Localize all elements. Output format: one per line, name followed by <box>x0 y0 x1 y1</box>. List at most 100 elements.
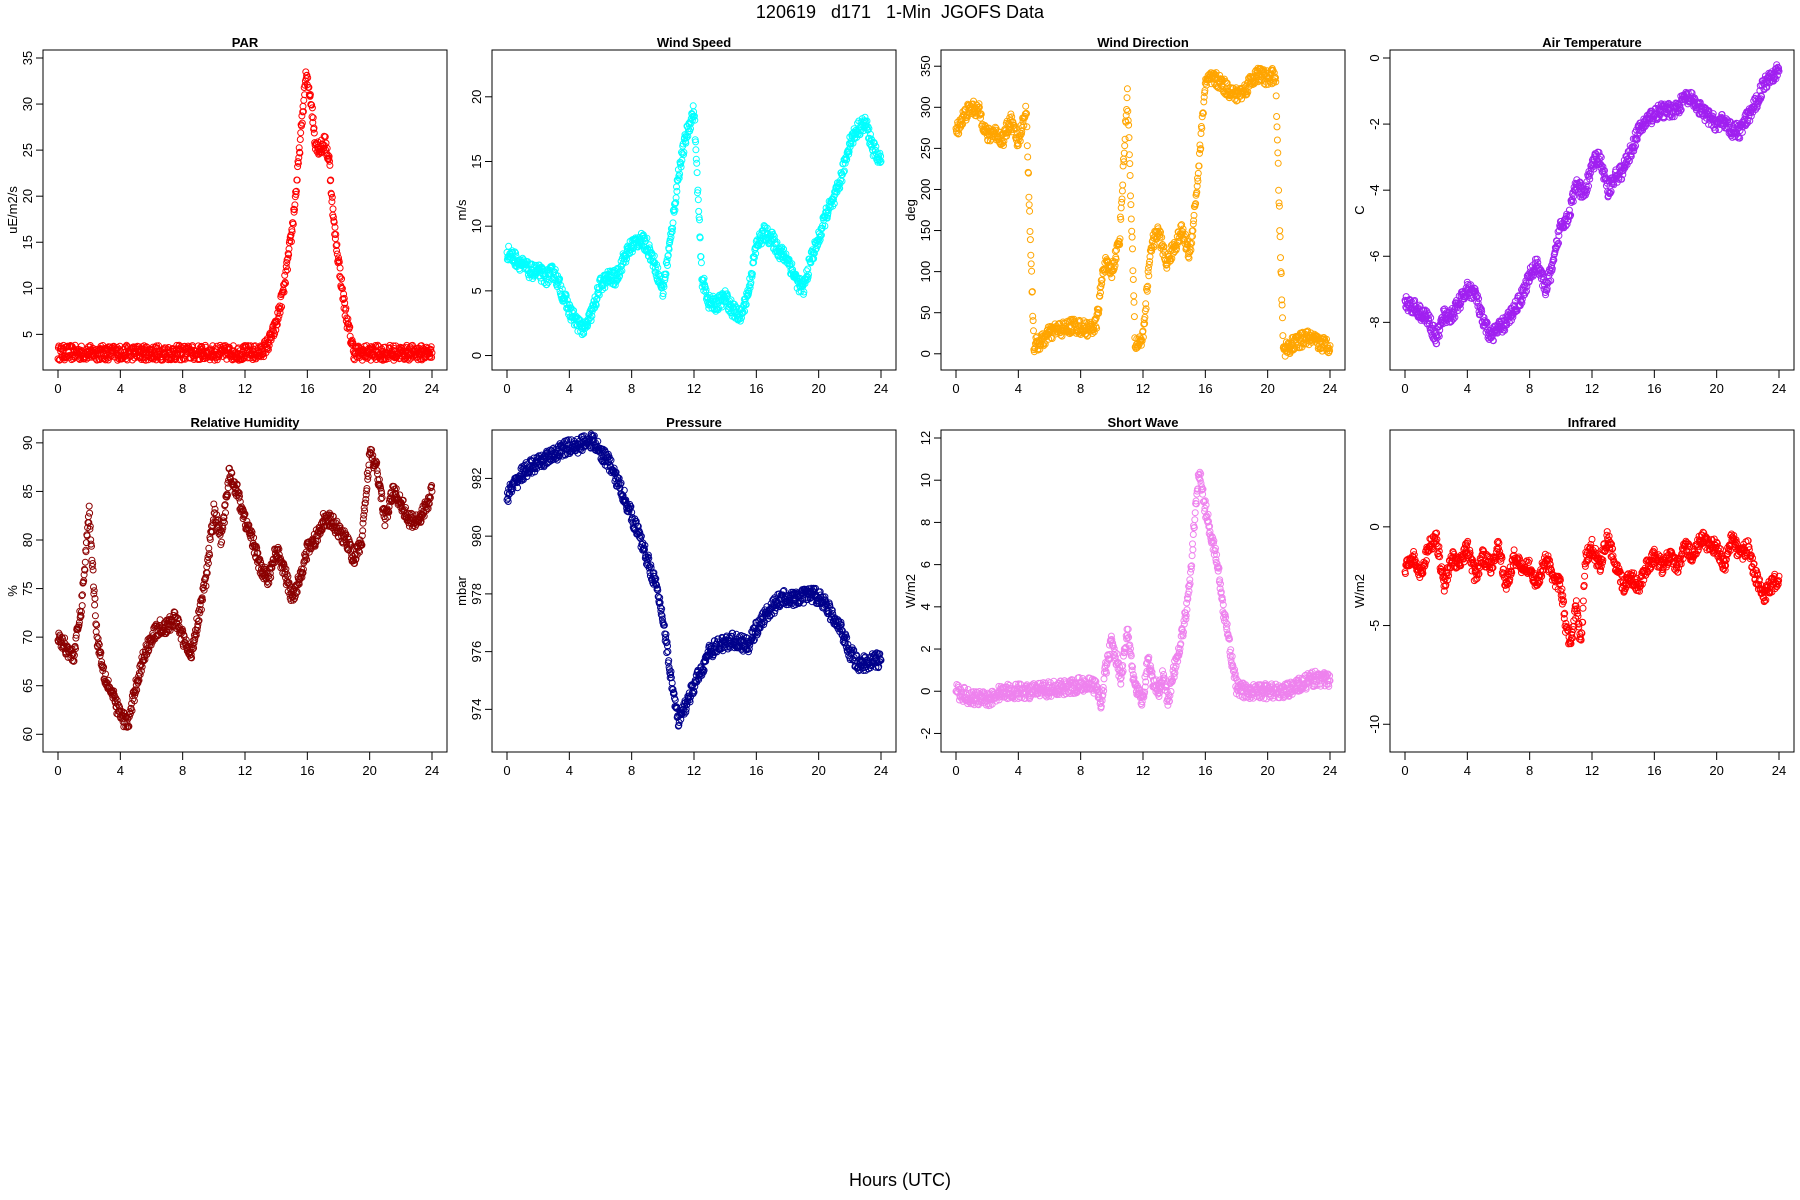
data-point <box>282 267 290 275</box>
data-point <box>1027 251 1035 259</box>
data-point <box>281 271 289 279</box>
x-tick-label: 16 <box>749 381 763 396</box>
data-point <box>511 248 519 256</box>
data-point <box>280 288 288 296</box>
data-point <box>340 290 348 298</box>
data-point <box>693 169 701 177</box>
data-point <box>1025 201 1033 209</box>
data-point <box>1022 102 1030 110</box>
y-tick-label: 15 <box>20 235 35 249</box>
data-point <box>274 315 282 323</box>
plot-frame <box>491 429 897 753</box>
y-tick-label: 70 <box>20 630 35 644</box>
data-point <box>1121 135 1129 143</box>
data-point <box>1275 186 1283 194</box>
y-tick-label: -6 <box>1367 250 1382 262</box>
x-tick-label: 16 <box>300 763 314 778</box>
data-point <box>342 304 350 312</box>
data-point <box>273 317 281 325</box>
data-point <box>689 102 697 110</box>
data-point <box>1277 254 1284 262</box>
data-point <box>340 294 348 302</box>
data-point <box>278 303 286 311</box>
y-tick-label: 85 <box>20 484 35 498</box>
data-point <box>277 305 284 312</box>
panel-relative-humidity: Relative Humidity%0 4 8 12 16 20 2460657075808… <box>5 415 448 778</box>
y-tick-label: 20 <box>469 90 484 104</box>
data-point <box>346 332 354 340</box>
y-tick-label: 35 <box>20 51 35 65</box>
data-point <box>1129 267 1137 275</box>
data-point <box>337 283 345 291</box>
data-point <box>282 279 289 287</box>
data-point <box>283 259 291 267</box>
x-tick-label: 20 <box>1709 381 1723 396</box>
data-point <box>84 513 92 521</box>
data-point <box>1127 201 1135 209</box>
y-tick-label: 5 <box>469 287 484 294</box>
y-tick-label: 10 <box>469 219 484 233</box>
data-point <box>697 259 705 267</box>
data-point <box>198 343 206 351</box>
data-point <box>344 315 352 323</box>
x-tick-label: 20 <box>811 381 825 396</box>
data-point <box>428 349 436 357</box>
data-point <box>580 330 588 337</box>
data-point <box>595 291 603 299</box>
y-tick-label: 300 <box>918 96 933 118</box>
data-point <box>1028 267 1036 275</box>
data-point <box>292 188 300 196</box>
data-point <box>428 353 436 361</box>
data-point <box>1279 314 1286 322</box>
data-point <box>360 511 368 519</box>
data-point <box>1126 160 1134 168</box>
data-point <box>1027 260 1035 268</box>
panel-title: Relative Humidity <box>190 415 300 430</box>
data-point <box>428 487 436 495</box>
data-point <box>329 213 337 221</box>
data-point <box>1127 215 1135 223</box>
data-point <box>282 263 290 271</box>
data-point <box>91 612 99 620</box>
data-point <box>1123 94 1131 102</box>
data-point <box>295 144 303 152</box>
data-point <box>298 119 306 127</box>
data-point <box>260 353 268 361</box>
data-point <box>309 114 317 122</box>
y-tick-label: 974 <box>469 699 484 721</box>
data-point <box>694 196 702 204</box>
data-point <box>512 249 520 257</box>
data-point <box>288 228 296 236</box>
data-point <box>587 317 595 325</box>
data-point <box>328 190 335 198</box>
y-axis-label: m/s <box>454 199 469 220</box>
y-tick-label: 200 <box>918 179 933 201</box>
data-point <box>1145 272 1153 280</box>
data-point <box>327 176 335 184</box>
data-point <box>336 264 344 272</box>
x-tick-label: 12 <box>1136 381 1150 396</box>
panel-title: Air Temperature <box>1542 35 1641 50</box>
data-point <box>1128 233 1136 241</box>
page-title: 120619 d171 1-Min JGOFS Data <box>755 2 1045 22</box>
data-point <box>1128 227 1136 235</box>
data-point <box>588 312 596 320</box>
data-point <box>693 159 701 167</box>
x-tick-label: 16 <box>1647 381 1661 396</box>
x-tick-label: 24 <box>874 381 888 396</box>
x-tick-label: 0 <box>952 381 959 396</box>
data-point <box>331 223 339 231</box>
x-tick-label: 4 <box>117 763 124 778</box>
data-point <box>381 522 389 530</box>
data-point <box>98 345 106 353</box>
y-axis-label: uE/m2/s <box>5 186 20 234</box>
data-point <box>298 112 306 120</box>
data-point <box>306 91 314 98</box>
x-tick-label: 12 <box>687 763 701 778</box>
data-point <box>310 129 318 137</box>
x-tick-label: 0 <box>503 381 510 396</box>
data-point <box>1130 313 1138 321</box>
x-tick-label: 8 <box>179 381 186 396</box>
y-axis-label: deg <box>903 199 918 221</box>
